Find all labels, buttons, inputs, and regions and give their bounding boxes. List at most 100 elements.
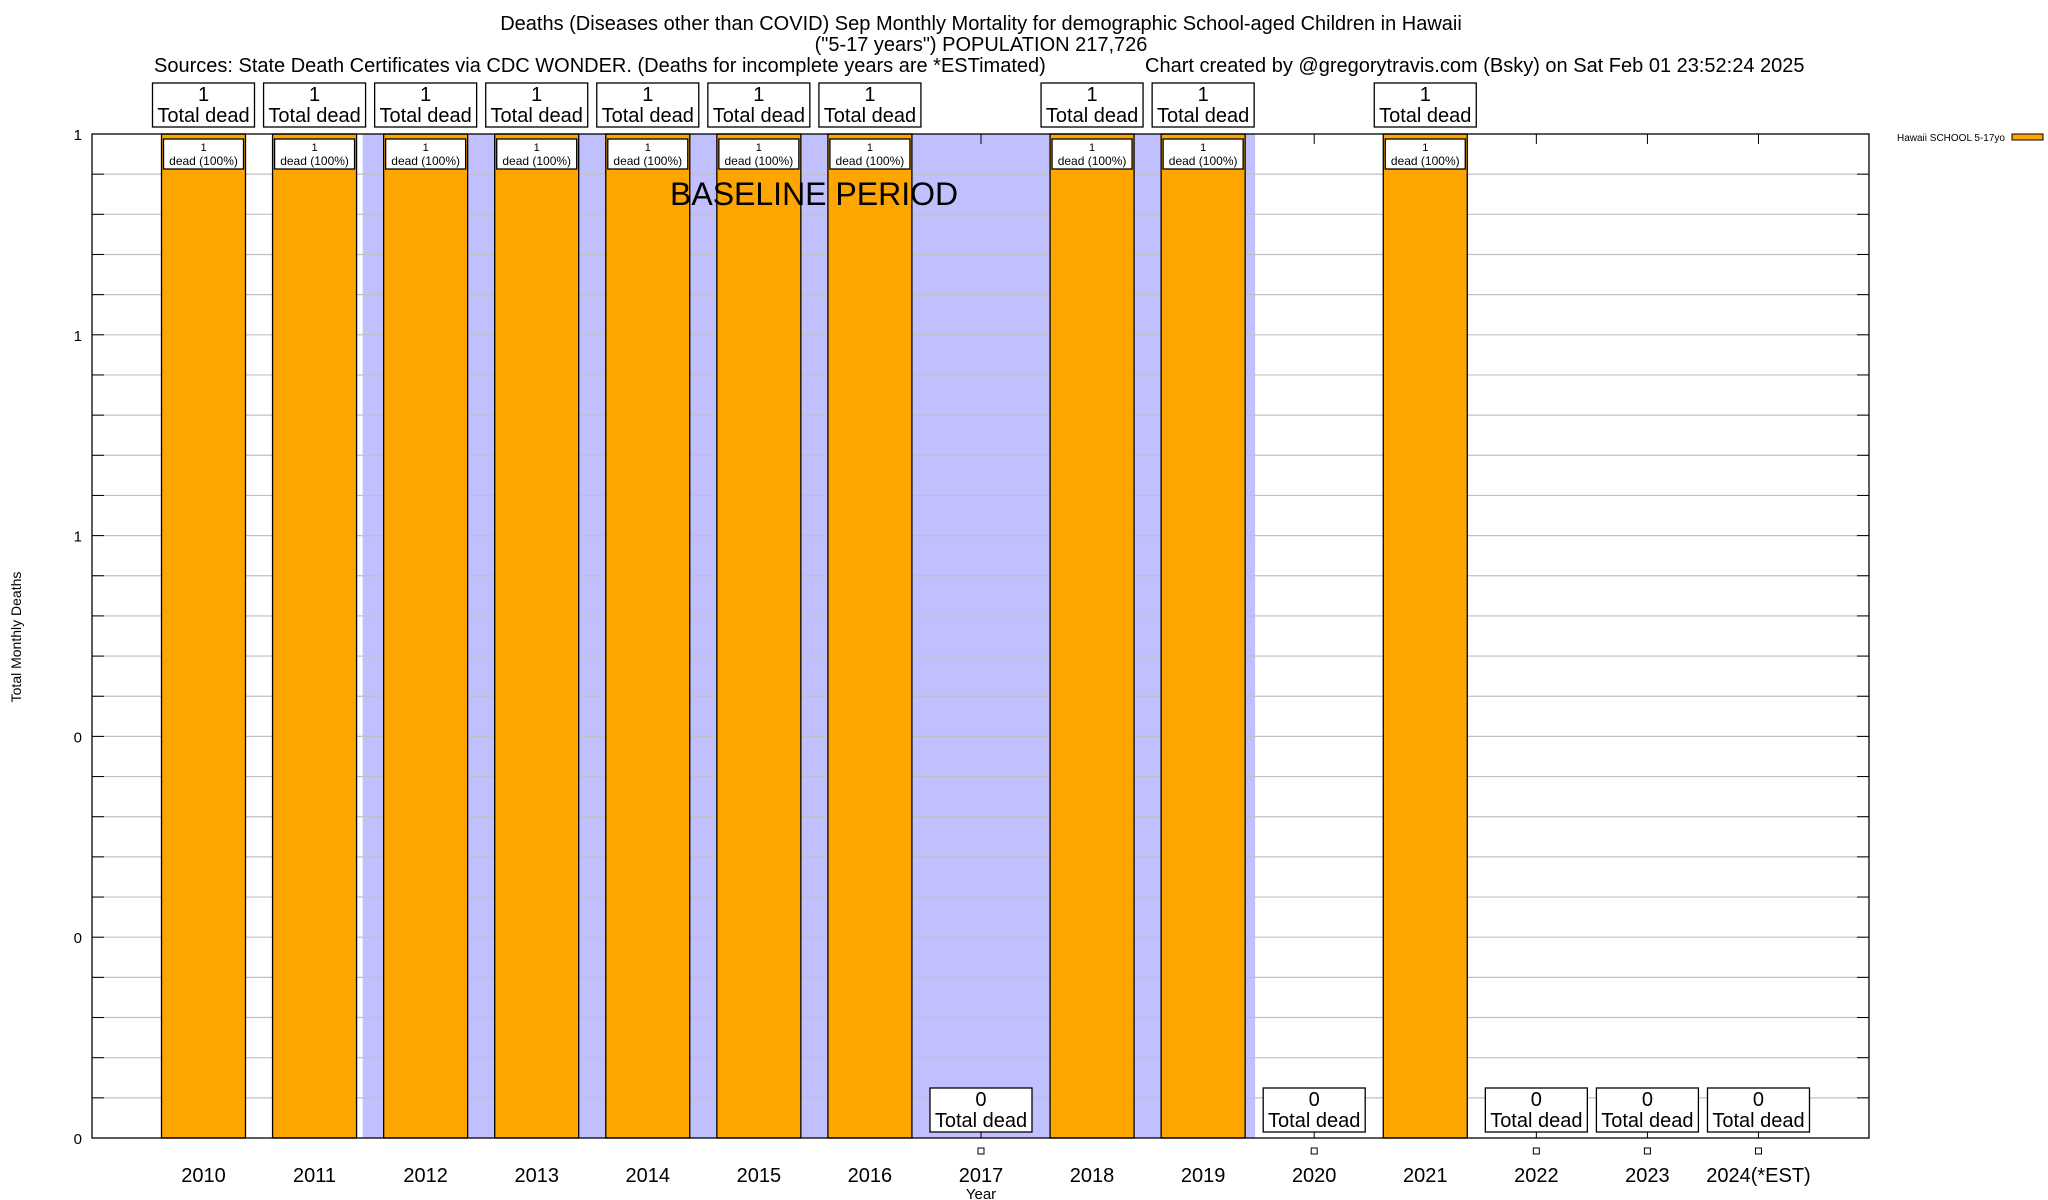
share-label-box	[829, 138, 911, 170]
zero-point-marker	[977, 1147, 985, 1155]
x-tick-label: 2014	[626, 1165, 671, 1187]
total-label-box	[1484, 1087, 1588, 1133]
x-tick-label: 2023	[1625, 1165, 1670, 1187]
total-label-value: 1	[198, 84, 209, 106]
share-label-text: dead (100%)	[502, 154, 571, 168]
total-label-text: Total dead	[935, 1110, 1027, 1132]
share-label-text: dead (100%)	[724, 154, 793, 168]
total-label-text: Total dead	[1601, 1110, 1693, 1132]
total-label-value: 1	[753, 84, 764, 106]
total-label-box	[1595, 1087, 1700, 1133]
chart-sources: Sources: State Death Certificates via CD…	[154, 55, 1046, 77]
total-label-text: Total dead	[1046, 105, 1138, 127]
total-label-value: 0	[1531, 1089, 1542, 1111]
share-label-value: 1	[756, 142, 762, 154]
total-label-value: 1	[531, 84, 542, 106]
bar	[605, 133, 691, 1139]
total-label-box	[485, 82, 589, 128]
total-label-box	[1040, 82, 1144, 128]
x-tick-label: 2018	[1070, 1165, 1115, 1187]
total-label-box	[1262, 1087, 1366, 1133]
x-tick-label: 2016	[848, 1165, 893, 1187]
share-label-text: dead (100%)	[1391, 154, 1460, 168]
plot-frame	[91, 133, 1870, 1139]
share-label-value: 1	[1089, 142, 1095, 154]
total-label-text: Total dead	[491, 105, 583, 127]
total-label-box	[151, 82, 256, 128]
bar	[494, 133, 580, 1139]
y-tick-label: 1	[74, 328, 82, 345]
bar	[1049, 133, 1135, 1139]
x-tick-label: 2024(*EST)	[1706, 1165, 1811, 1187]
total-label-text: Total dead	[157, 105, 249, 127]
share-label-box	[496, 138, 578, 170]
x-tick-label: 2013	[514, 1165, 559, 1187]
x-tick-label: 2011	[293, 1165, 336, 1187]
total-label-box	[1151, 82, 1255, 128]
total-label-value: 0	[1309, 1089, 1320, 1111]
total-label-value: 1	[1420, 84, 1431, 106]
chart-credit: Chart created by @gregorytravis.com (Bsk…	[1145, 55, 1805, 77]
total-label-text: Total dead	[1157, 105, 1249, 127]
bar	[827, 133, 913, 1139]
bars-layer	[160, 133, 1468, 1139]
zero-point-marker	[1643, 1147, 1651, 1155]
y-tick-label: 0	[74, 729, 82, 746]
total-label-text: Total dead	[1712, 1110, 1804, 1132]
share-label-value: 1	[1200, 142, 1206, 154]
total-label-box	[262, 82, 367, 128]
total-label-text: Total dead	[1268, 1110, 1360, 1132]
total-label-value: 1	[420, 84, 431, 106]
share-label-value: 1	[312, 142, 318, 154]
x-tick-label: 2022	[1514, 1165, 1559, 1187]
share-label-box	[607, 138, 689, 170]
total-label-value: 1	[1086, 84, 1097, 106]
share-label-text: dead (100%)	[1058, 154, 1127, 168]
x-tick-label: 2010	[181, 1165, 226, 1187]
total-label-box	[1706, 1087, 1811, 1133]
total-label-box	[373, 82, 478, 128]
x-tick-label: 2020	[1292, 1165, 1337, 1187]
total-label-box	[818, 82, 922, 128]
total-label-box	[707, 82, 811, 128]
bar	[716, 133, 802, 1139]
share-label-value: 1	[423, 142, 429, 154]
share-label-box	[1051, 138, 1133, 170]
total-label-text: Total dead	[1490, 1110, 1582, 1132]
total-label-text: Total dead	[379, 105, 471, 127]
bar	[382, 133, 469, 1139]
total-label-value: 0	[1642, 1089, 1653, 1111]
x-axis-label: Year	[966, 1186, 996, 1200]
total-label-value: 1	[642, 84, 653, 106]
x-tick-label: 2021	[1403, 1165, 1448, 1187]
y-axis-label: Total Monthly Deaths	[8, 572, 24, 703]
chart-title-line-2: ("5-17 years") POPULATION 217,726	[815, 34, 1148, 56]
share-label-box	[273, 138, 356, 170]
share-label-text: dead (100%)	[1169, 154, 1238, 168]
total-label-value: 0	[1753, 1089, 1764, 1111]
share-label-value: 1	[645, 142, 651, 154]
total-label-value: 1	[864, 84, 875, 106]
share-label-text: dead (100%)	[391, 154, 460, 168]
chart-title-line-1: Deaths (Diseases other than COVID) Sep M…	[500, 13, 1462, 35]
bar	[271, 133, 358, 1139]
share-label-text: dead (100%)	[613, 154, 682, 168]
share-label-value: 1	[200, 142, 206, 154]
zero-point-marker	[1532, 1147, 1540, 1155]
bar	[160, 133, 247, 1139]
total-label-value: 0	[975, 1089, 986, 1111]
total-label-value: 1	[309, 84, 320, 106]
share-label-value: 1	[1422, 142, 1428, 154]
zero-point-marker	[1754, 1147, 1762, 1155]
y-tick-label: 0	[74, 930, 82, 947]
total-label-box	[596, 82, 700, 128]
share-label-value: 1	[534, 142, 540, 154]
total-label-text: Total dead	[824, 105, 916, 127]
share-label-box	[718, 138, 800, 170]
share-label-box	[1162, 138, 1244, 170]
total-label-text: Total dead	[268, 105, 360, 127]
total-label-text: Total dead	[1379, 105, 1471, 127]
total-label-value: 1	[1198, 84, 1209, 106]
